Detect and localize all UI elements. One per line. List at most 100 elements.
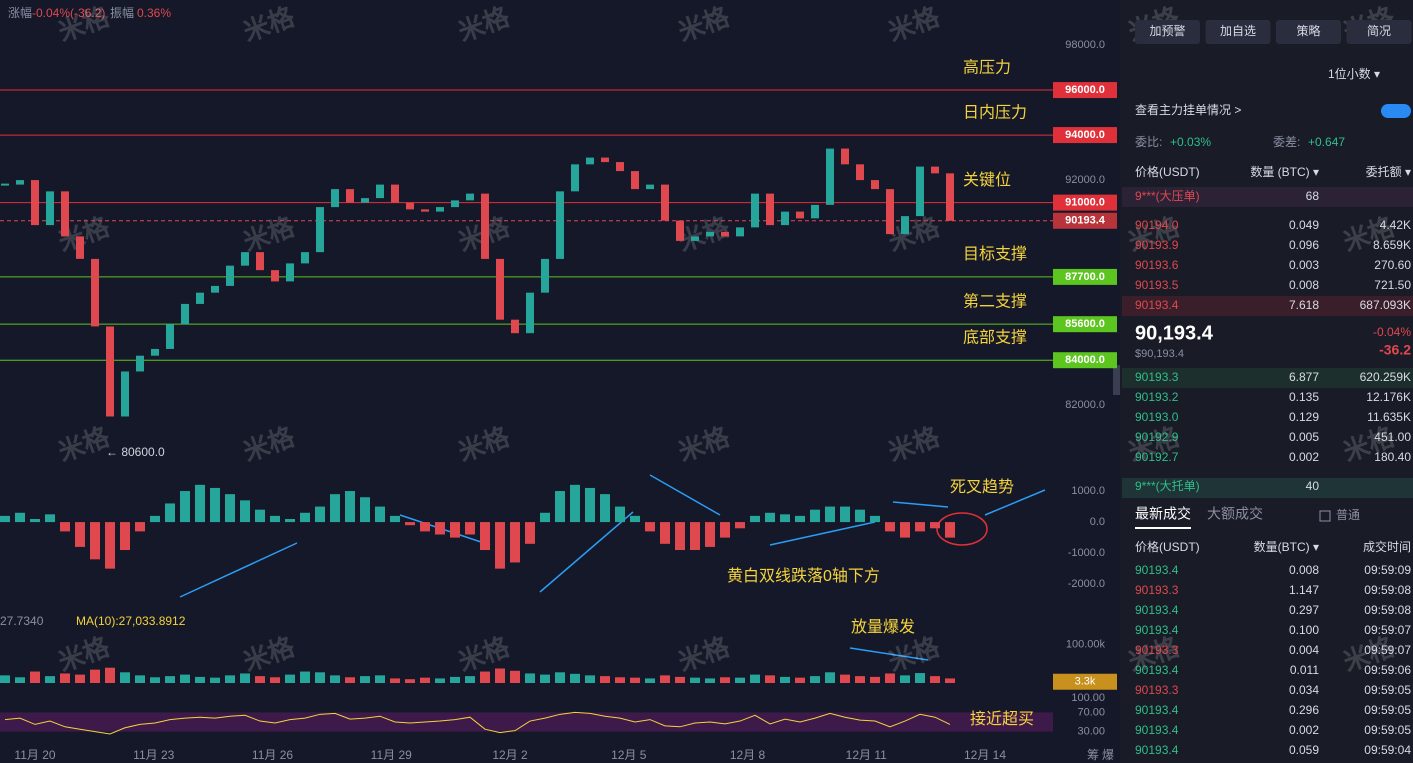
trade-row: 09:59:05	[1364, 723, 1411, 737]
volume-bar	[375, 675, 385, 683]
trade-row: 90193.4	[1135, 563, 1179, 577]
macd-bar	[765, 512, 775, 523]
ask-row: 90194.0	[1135, 218, 1179, 232]
bid-row: 0.129	[1289, 410, 1319, 424]
candle	[181, 303, 189, 325]
macd-bar	[630, 515, 640, 523]
button-label[interactable]: 加预警	[1149, 23, 1185, 38]
trade-row: 0.297	[1289, 603, 1319, 617]
macd-bar	[210, 487, 220, 523]
volume-bar	[915, 673, 925, 683]
macd-bar	[405, 522, 415, 526]
volume-current-box	[1053, 673, 1117, 690]
candle	[31, 180, 39, 226]
tab[interactable]: 大额成交	[1207, 506, 1263, 522]
macd-bar	[255, 509, 265, 523]
volume-bar	[105, 667, 115, 683]
volume-current: 3.3k	[1075, 676, 1096, 688]
dead-cross-circle	[936, 512, 988, 546]
trade-row: 09:59:07	[1364, 643, 1411, 657]
macd-bar	[510, 522, 520, 563]
trade-row: 09:59:05	[1364, 683, 1411, 697]
normal[interactable]: 普通	[1336, 508, 1360, 522]
x-label: 11月 26	[252, 748, 293, 762]
candle	[796, 211, 804, 219]
diff-label: 委差:	[1273, 135, 1300, 149]
volume-bar	[555, 672, 565, 683]
y-tick-label: 82000.0	[1065, 399, 1105, 411]
button[interactable]	[1346, 20, 1412, 44]
candle	[916, 166, 924, 217]
ask-row: 0.008	[1289, 278, 1319, 292]
level-box	[1053, 82, 1117, 99]
trade-header: 价格(USDT)	[1135, 539, 1200, 554]
level-name: 日内压力	[963, 103, 1027, 121]
macd-bar	[180, 491, 190, 523]
candle	[781, 211, 789, 226]
ask-row: 90193.9	[1135, 238, 1179, 252]
checkbox[interactable]	[1319, 510, 1331, 522]
macd-bar	[690, 522, 700, 551]
macd-bar	[795, 515, 805, 523]
candle	[76, 236, 84, 259]
decimals[interactable]: 1位小数 ▾	[1328, 66, 1380, 81]
volume-bar	[660, 675, 670, 683]
button-label[interactable]: 加自选	[1220, 24, 1256, 38]
volume-bar	[195, 676, 205, 683]
button-label[interactable]: 策略	[1296, 23, 1320, 38]
volume-bar	[420, 677, 430, 683]
last-price-box	[1053, 212, 1117, 229]
macd-bar	[435, 522, 445, 535]
last-price-label: 90193.4	[1065, 215, 1106, 227]
macd-annotation: 黄白双线跌落0轴下方	[727, 567, 880, 585]
macd-bar	[885, 522, 895, 532]
macd-bar	[645, 522, 655, 532]
splitter[interactable]	[1113, 365, 1120, 395]
ask-row: 7.618	[1289, 298, 1319, 312]
volume-bar	[390, 678, 400, 683]
button-label[interactable]: 简况	[1367, 24, 1391, 38]
y-tick-label: 98000.0	[1065, 39, 1105, 51]
trade-row: 09:59:07	[1364, 623, 1411, 637]
level-name: 底部支撑	[963, 328, 1027, 346]
volume-annotation: 放量爆发	[851, 617, 915, 636]
trade-row: 09:59:05	[1364, 703, 1411, 717]
button[interactable]	[1276, 20, 1341, 44]
macd-bar	[375, 506, 385, 523]
price: 90,193.4	[1135, 322, 1214, 344]
main-orders[interactable]: 查看主力挂单情况 >	[1135, 103, 1241, 117]
button[interactable]	[1135, 20, 1200, 44]
chg: -36.2	[1379, 342, 1411, 358]
volume-bar	[45, 676, 55, 683]
toggle[interactable]	[1381, 104, 1411, 118]
x-label: 12月 14	[964, 748, 1006, 762]
macd-bar	[330, 494, 340, 523]
book-header: 委托额 ▾	[1366, 165, 1411, 179]
volume-bar	[690, 677, 700, 683]
button[interactable]	[1205, 20, 1271, 44]
candle	[766, 193, 774, 226]
ratio: +0.03%	[1170, 135, 1211, 149]
candle	[406, 202, 414, 210]
candle	[946, 173, 954, 221]
candle	[391, 184, 399, 203]
volume-bar	[450, 676, 460, 683]
macd-bar	[720, 522, 730, 538]
volume-bar	[330, 675, 340, 683]
macd-bar	[75, 522, 85, 547]
ask-row: 90193.4	[1135, 298, 1179, 312]
volume-bar	[855, 676, 865, 683]
macd-bar	[315, 506, 325, 523]
tab-underline	[1135, 527, 1191, 529]
macd-bar	[465, 522, 475, 535]
level-box	[1053, 316, 1117, 333]
volume-bar	[810, 676, 820, 683]
macd-bar	[60, 522, 70, 532]
level-name: 高压力	[963, 58, 1011, 76]
volume-bar	[120, 672, 130, 683]
x-extra: 筹	[1087, 748, 1099, 762]
tab[interactable]: 最新成交	[1135, 506, 1191, 522]
x-extra: 爆	[1102, 748, 1114, 762]
book-header: 价格(USDT)	[1135, 164, 1200, 179]
